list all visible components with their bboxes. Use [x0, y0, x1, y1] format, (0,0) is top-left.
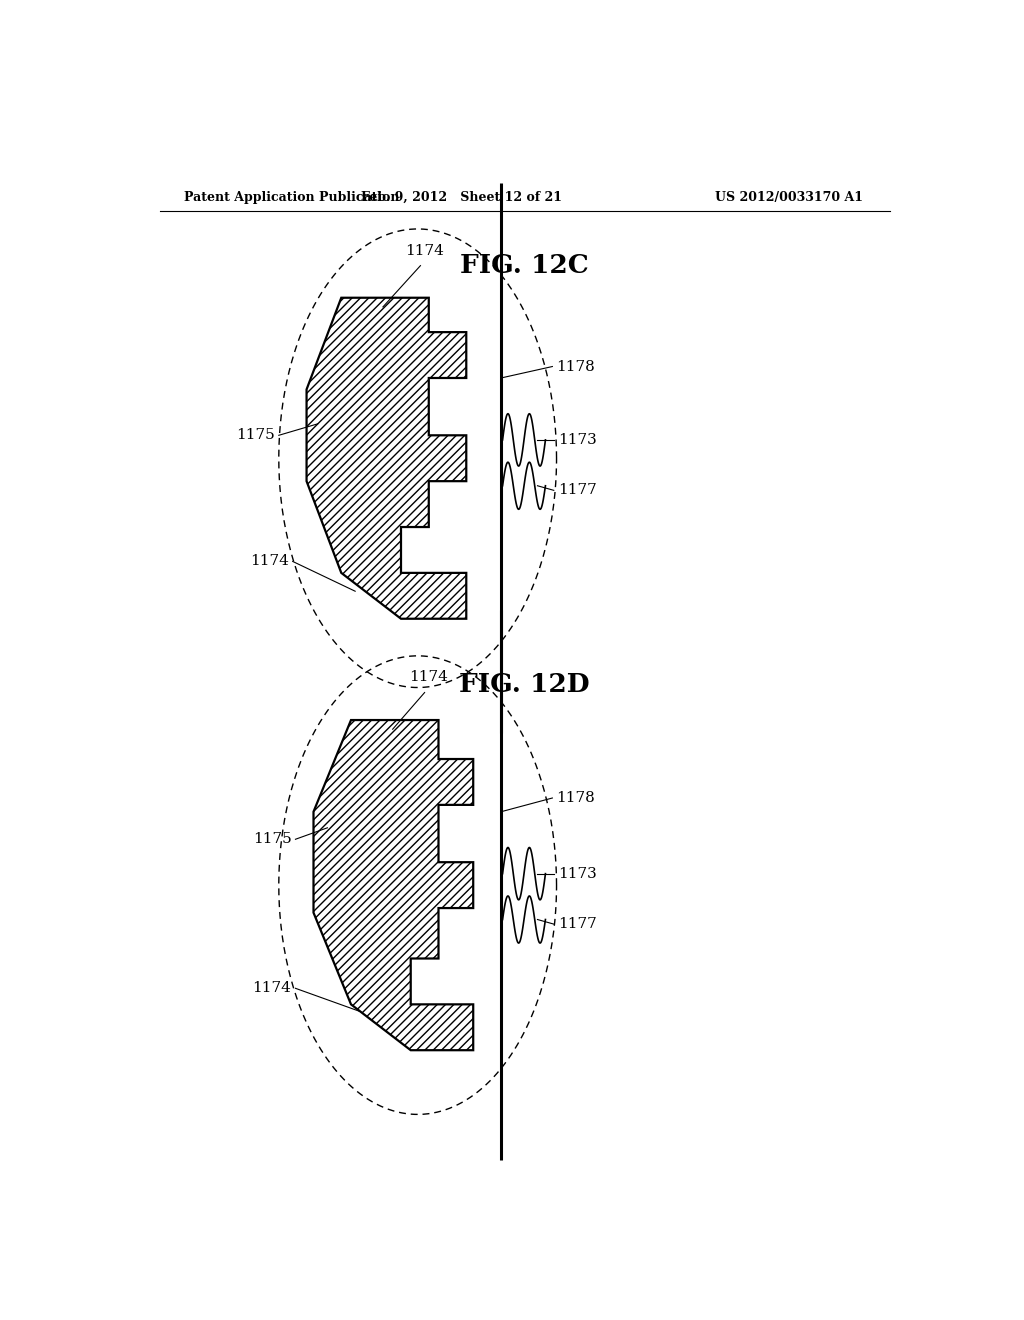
Text: 1173: 1173	[558, 433, 597, 447]
Text: 1177: 1177	[558, 483, 597, 498]
Text: US 2012/0033170 A1: US 2012/0033170 A1	[715, 190, 863, 203]
Text: 1174: 1174	[253, 981, 292, 995]
Text: 1178: 1178	[556, 359, 595, 374]
Text: 1175: 1175	[253, 833, 292, 846]
Text: 1174: 1174	[410, 671, 449, 684]
Text: 1175: 1175	[237, 428, 274, 442]
Text: 1174: 1174	[404, 243, 443, 257]
Text: 1173: 1173	[558, 867, 597, 880]
Polygon shape	[313, 719, 473, 1051]
Text: FIG. 12C: FIG. 12C	[461, 252, 589, 277]
Polygon shape	[306, 298, 466, 619]
Text: Feb. 9, 2012   Sheet 12 of 21: Feb. 9, 2012 Sheet 12 of 21	[360, 190, 562, 203]
Text: 1178: 1178	[556, 791, 595, 805]
Text: FIG. 12D: FIG. 12D	[460, 672, 590, 697]
Text: 1177: 1177	[558, 917, 597, 931]
Text: 1174: 1174	[250, 554, 289, 569]
Text: Patent Application Publication: Patent Application Publication	[183, 190, 399, 203]
